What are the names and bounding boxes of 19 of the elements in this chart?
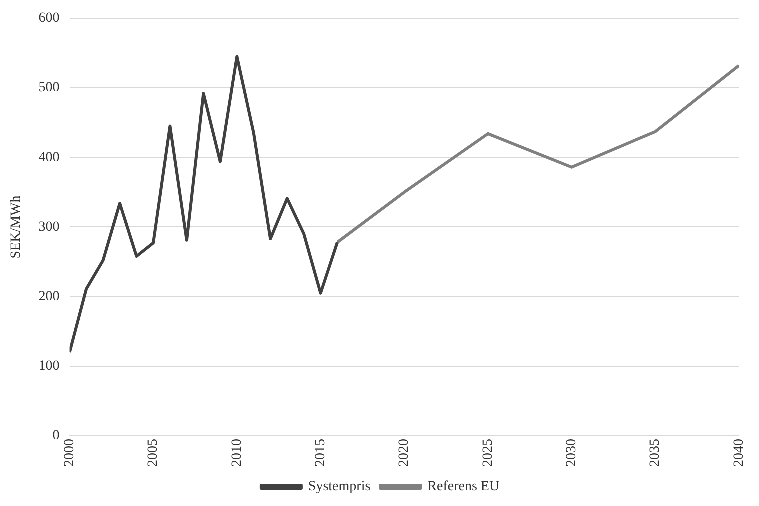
x-tick-label: 2015	[313, 439, 328, 467]
legend-label: Referens EU	[428, 480, 500, 495]
y-tick-label: 100	[38, 359, 60, 374]
legend-label: Systempris	[308, 480, 371, 495]
y-tick-label: 300	[38, 220, 60, 235]
x-tick-label: 2035	[648, 439, 664, 467]
x-tick-label: 2005	[146, 439, 162, 467]
x-tick-label: 2040	[732, 439, 747, 467]
y-tick-label: 0	[52, 428, 60, 444]
y-tick-label: 500	[38, 80, 60, 96]
x-tick-label: 2000	[62, 439, 78, 467]
x-tick-label: 2030	[564, 439, 580, 467]
y-tick-label: 200	[38, 289, 60, 304]
x-tick-label: 2025	[480, 439, 496, 467]
x-tick-label: 2020	[397, 439, 412, 467]
y-tick-label: 400	[38, 150, 60, 166]
y-tick-label: 600	[38, 11, 60, 26]
x-tick-label: 2010	[230, 439, 245, 467]
y-axis-title: SEK/MWh	[9, 196, 24, 259]
